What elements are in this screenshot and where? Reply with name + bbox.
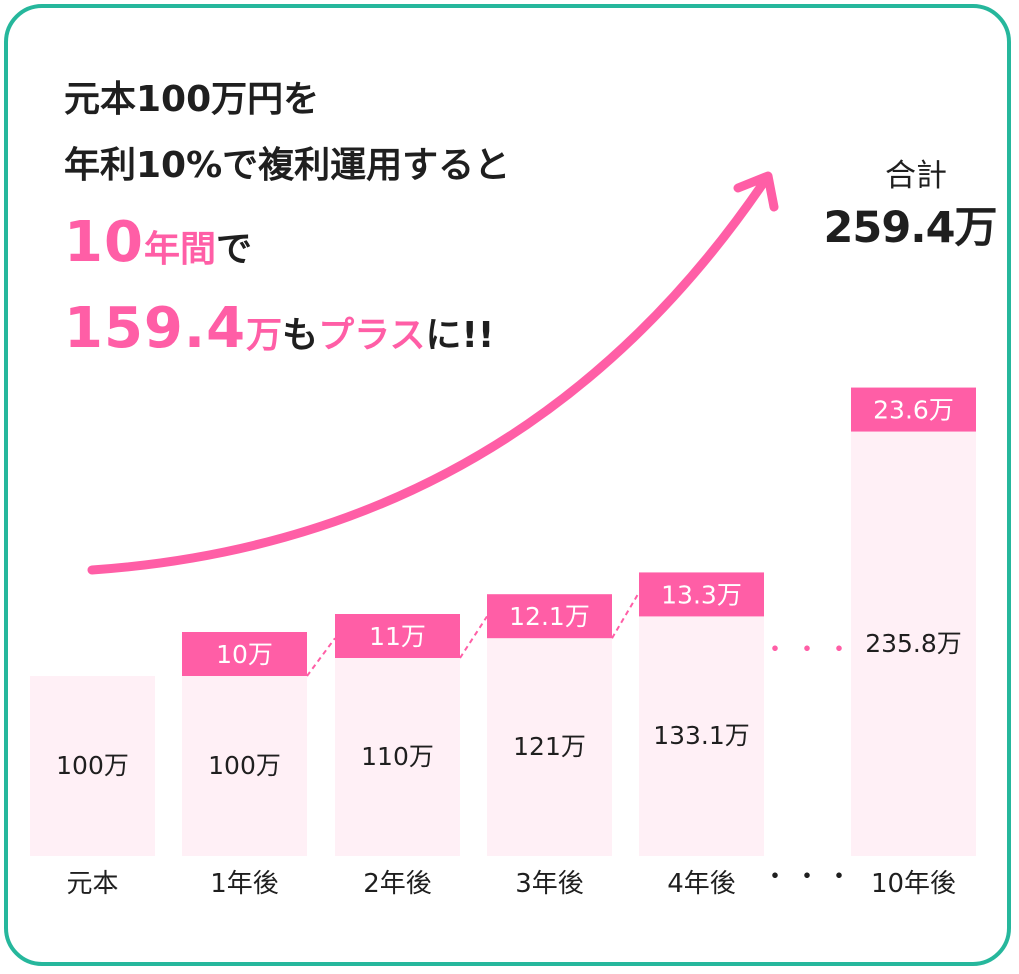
headline-line-1: 元本100万円を: [64, 79, 320, 120]
interest-bar-label: 23.6万: [873, 396, 954, 425]
base-bar-label: 110万: [361, 742, 434, 771]
connector-line: [306, 637, 336, 677]
headline-line-2: 年利10%で複利運用すると: [64, 145, 511, 186]
total-label: 合計: [885, 158, 947, 194]
category-label: 3年後: [515, 869, 584, 899]
growth-arrow: [87, 177, 769, 575]
category-label: 1年後: [210, 869, 279, 899]
growth-arrow-head: [733, 171, 779, 212]
base-bar: [30, 676, 155, 856]
base-bar: [487, 638, 612, 856]
gain-number: 159.4: [64, 296, 247, 361]
base-bar-label: 235.8万: [865, 629, 962, 658]
gain-tail: に!!: [425, 315, 495, 356]
connector-line: [611, 591, 640, 639]
interest-bar-label: 12.1万: [509, 602, 590, 631]
gap-ellipsis-upper: ・・・: [762, 635, 858, 665]
interest-bar-label: 13.3万: [661, 580, 742, 609]
gain-mid: も: [282, 315, 319, 356]
base-bar-label: 100万: [56, 751, 129, 780]
connector-line: [459, 615, 488, 659]
base-bar: [639, 616, 764, 856]
interest-bar: [335, 614, 460, 658]
gain-plus-word: プラス: [318, 315, 426, 356]
interest-bar: [182, 632, 307, 676]
base-bar: [182, 676, 307, 856]
base-bar-label: 121万: [513, 732, 586, 761]
category-label: 2年後: [363, 869, 432, 899]
interest-bar: [639, 572, 764, 617]
interest-bar-label: 11万: [369, 622, 426, 651]
gap-ellipsis-lower: ・・・: [762, 862, 858, 892]
headline-line-3: 10年間で: [64, 210, 252, 275]
years-unit: 年間: [143, 229, 216, 270]
total-value: 259.4万: [823, 203, 997, 253]
years-tail: で: [215, 229, 252, 270]
base-bar-label: 100万: [208, 751, 281, 780]
base-bar: [335, 658, 460, 856]
years-number: 10: [64, 210, 144, 275]
interest-bar-label: 10万: [216, 640, 273, 669]
base-bar-label: 133.1万: [653, 721, 750, 750]
headline-line-4: 159.4万もプラスに!!: [64, 296, 494, 361]
interest-bar: [851, 387, 976, 432]
base-bar: [851, 431, 976, 856]
category-label: 10年後: [871, 869, 956, 899]
category-label: 4年後: [667, 869, 736, 899]
gain-unit: 万: [246, 315, 283, 356]
interest-bar: [487, 594, 612, 639]
category-label: 元本: [66, 869, 118, 899]
